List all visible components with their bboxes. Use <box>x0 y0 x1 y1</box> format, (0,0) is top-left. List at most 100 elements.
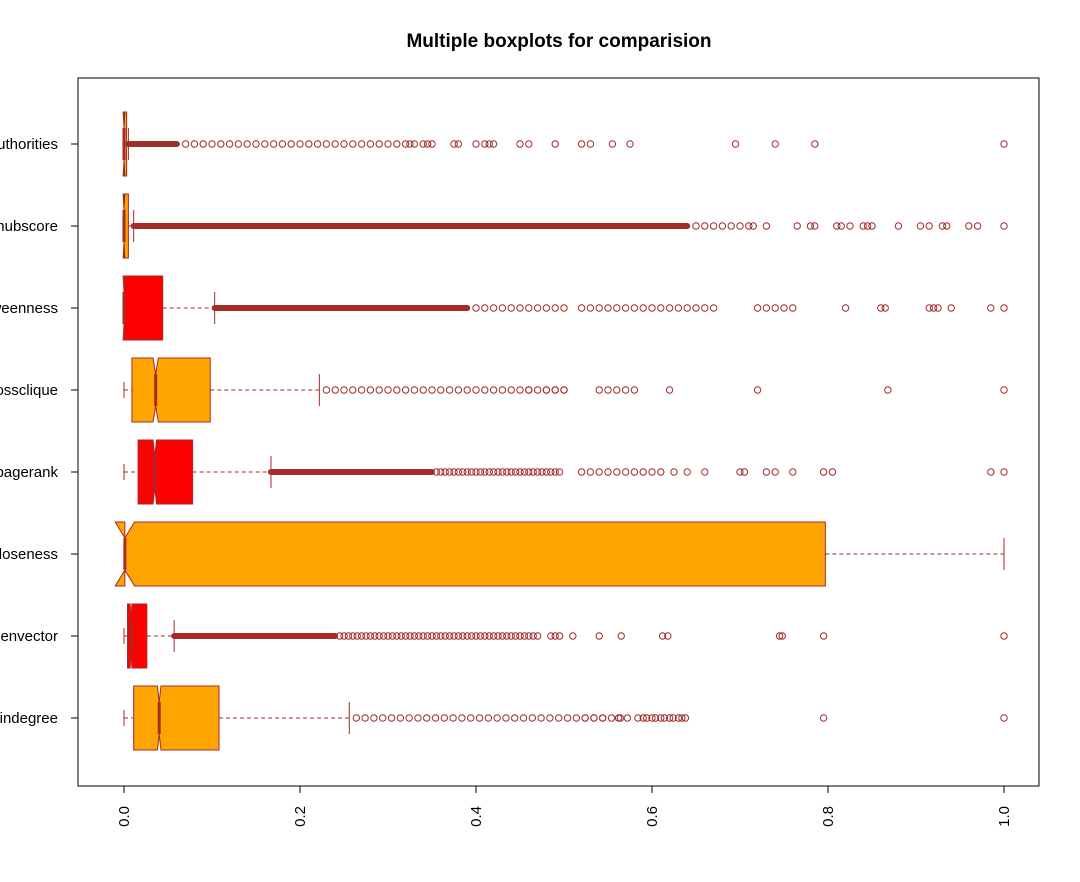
outlier-point <box>353 632 361 640</box>
outlier-point <box>340 632 348 640</box>
outlier-point <box>366 140 375 148</box>
outlier-point <box>987 468 995 476</box>
outlier-point <box>639 468 647 476</box>
outlier-point <box>819 714 828 722</box>
boxplot-crossclique <box>123 357 1008 423</box>
outlier-point <box>485 140 493 148</box>
outlier-point <box>987 304 995 312</box>
outlier-point <box>362 632 370 640</box>
outlier-point <box>665 304 674 312</box>
outlier-point <box>623 714 632 722</box>
boxplot-indegree <box>123 685 1008 751</box>
outlier-point <box>595 386 603 394</box>
outlier-point <box>811 222 819 230</box>
outlier-point <box>819 632 828 640</box>
outlier-point <box>590 714 598 722</box>
outlier-point <box>683 468 691 476</box>
outlier-point <box>441 468 449 476</box>
outlier-point <box>692 304 700 312</box>
outlier-point <box>481 304 489 312</box>
outlier-point <box>431 714 440 722</box>
outlier-point <box>507 386 515 394</box>
y-label-betweenness: betweenness <box>0 300 58 317</box>
outlier-point <box>335 632 344 640</box>
outlier-point <box>528 714 537 722</box>
outlier-point <box>507 468 515 476</box>
outlier-point <box>925 222 933 230</box>
outlier-point <box>660 714 669 722</box>
outlier-point <box>432 468 441 476</box>
outlier-point <box>437 468 445 476</box>
outlier-point <box>643 714 651 722</box>
outlier-point <box>665 714 674 722</box>
outlier-point <box>639 304 647 312</box>
outlier-point <box>621 468 630 476</box>
outlier-point <box>296 140 304 148</box>
outlier-point <box>472 632 480 640</box>
outlier-point <box>681 714 690 722</box>
outlier-point <box>525 386 533 394</box>
outlier-point <box>806 222 815 230</box>
outlier-point <box>454 140 463 148</box>
outlier-point <box>621 304 630 312</box>
x-tick-label: 0.2 <box>292 806 309 827</box>
outlier-point <box>357 632 366 640</box>
outlier-point <box>410 140 419 148</box>
outlier-point <box>701 222 709 230</box>
outlier-point <box>551 140 559 148</box>
boxplot-betweenness <box>122 275 1008 341</box>
outlier-point <box>881 304 889 312</box>
plot-frame <box>77 77 1040 787</box>
outlier-point <box>929 304 938 312</box>
outlier-point <box>1000 386 1008 394</box>
outlier-point <box>551 386 559 394</box>
outlier-point <box>701 468 709 476</box>
y-label-crossclique: crossclique <box>0 382 58 399</box>
outlier-point <box>555 632 564 640</box>
outlier-point <box>493 714 501 722</box>
outlier-point <box>630 304 639 312</box>
outlier-point <box>731 140 740 148</box>
outlier-point <box>595 304 603 312</box>
outlier-point <box>322 386 331 394</box>
outlier-point <box>965 222 973 230</box>
outlier-point <box>516 386 524 394</box>
outlier-point <box>485 632 493 640</box>
outlier-point <box>947 304 955 312</box>
outlier-point <box>375 632 383 640</box>
outlier-point <box>778 632 786 640</box>
outlier-point <box>511 714 519 722</box>
outlier-point <box>546 714 554 722</box>
outlier-point <box>387 714 396 722</box>
outlier-point <box>859 222 867 230</box>
outlier-point <box>344 632 353 640</box>
outlier-point <box>375 386 383 394</box>
boxplot-eigenvector <box>123 603 1008 669</box>
outlier-point <box>502 714 510 722</box>
outlier-point <box>520 632 529 640</box>
outlier-point <box>366 632 375 640</box>
outlier-point <box>630 468 639 476</box>
outlier-point <box>529 632 537 640</box>
outlier-point <box>586 140 595 148</box>
outlier-point <box>252 140 260 148</box>
outlier-point <box>199 140 207 148</box>
y-label-hubscore: hubscore <box>0 218 58 235</box>
outlier-point <box>401 386 410 394</box>
outlier-point <box>884 386 892 394</box>
outlier-point <box>551 304 559 312</box>
outlier-point <box>560 386 568 394</box>
outlier-point <box>349 140 357 148</box>
outlier-point <box>657 714 665 722</box>
x-tick-label: 0.4 <box>468 806 485 827</box>
outlier-point <box>762 222 771 230</box>
outlier-point <box>463 386 471 394</box>
outlier-point <box>525 468 533 476</box>
outlier-point <box>423 714 431 722</box>
outlier-point <box>727 222 735 230</box>
outlier-point <box>577 468 586 476</box>
outlier-point <box>607 714 616 722</box>
outlier-point <box>379 632 388 640</box>
outlier-point <box>604 468 612 476</box>
outlier-point <box>481 632 489 640</box>
